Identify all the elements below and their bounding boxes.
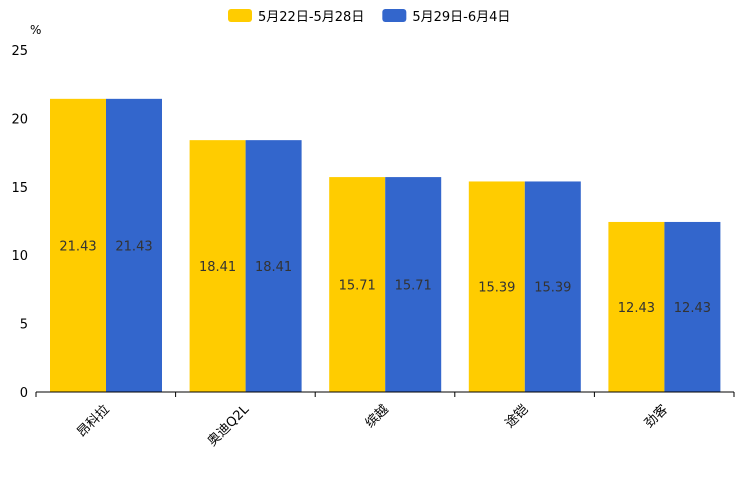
y-tick-label: 10: [11, 249, 28, 264]
bar: [106, 98, 162, 393]
legend-label: 5月29日-6月4日: [412, 10, 510, 25]
bar: [524, 181, 581, 392]
x-tick-label: 缤越: [362, 402, 392, 432]
bar: [329, 177, 386, 392]
data-label: 21.43: [115, 239, 152, 254]
bar: [385, 177, 442, 392]
data-label: 12.43: [674, 301, 711, 316]
bar: [245, 140, 302, 392]
data-label: 15.39: [478, 281, 515, 296]
legend-swatch: [228, 9, 252, 22]
x-tick-label: 昂科拉: [74, 402, 112, 440]
bar: [664, 221, 721, 392]
data-label: 15.39: [534, 281, 571, 296]
data-label: 18.41: [199, 260, 236, 275]
y-tick-label: 0: [20, 386, 28, 401]
y-tick-label: 15: [11, 181, 28, 196]
x-tick-label: 劲客: [641, 402, 671, 432]
bar: [468, 181, 525, 392]
data-label: 21.43: [59, 239, 96, 254]
x-tick-label: 途铠: [502, 402, 532, 432]
y-tick-label: 25: [11, 44, 28, 59]
data-label: 15.71: [395, 279, 432, 294]
data-label: 18.41: [255, 260, 292, 275]
legend-swatch: [382, 9, 407, 22]
y-axis-unit: %: [30, 23, 41, 37]
legend-label: 5月22日-5月28日: [258, 10, 364, 25]
data-label: 15.71: [339, 279, 376, 294]
data-label: 12.43: [618, 301, 655, 316]
y-tick-label: 5: [20, 318, 28, 333]
bar: [189, 140, 246, 392]
bar: [50, 98, 106, 393]
y-tick-label: 20: [11, 112, 28, 127]
bar: [608, 221, 665, 392]
x-tick-label: 奥迪Q2L: [205, 402, 253, 450]
